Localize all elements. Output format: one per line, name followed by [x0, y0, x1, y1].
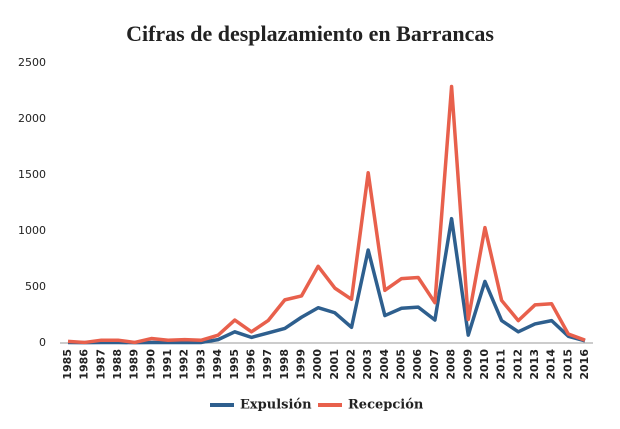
chart-title: Cifras de desplazamiento en Barrancas — [126, 21, 494, 46]
y-tick-label: 0 — [39, 336, 46, 349]
series-line — [67, 216, 586, 345]
x-tick-label: 2001 — [328, 349, 341, 380]
legend-label: Expulsión — [240, 398, 312, 413]
x-tick-label: 2013 — [528, 349, 541, 380]
y-tick-label: 2000 — [18, 112, 46, 125]
x-tick-label: 1986 — [78, 349, 91, 380]
x-tick-label: 2011 — [495, 349, 508, 380]
x-tick-label: 1999 — [294, 349, 307, 380]
x-tick-label: 1991 — [161, 349, 174, 380]
y-tick-label: 500 — [25, 280, 46, 293]
x-tick-label: 1985 — [61, 349, 74, 380]
x-tick-label: 2002 — [345, 349, 358, 380]
legend-label: Recepción — [348, 398, 424, 413]
x-tick-label: 1996 — [244, 349, 257, 380]
x-tick-label: 1992 — [178, 349, 191, 380]
x-tick-label: 2004 — [378, 349, 391, 380]
series-line — [67, 84, 586, 345]
x-tick-label: 2014 — [545, 349, 558, 380]
x-tick-label: 1990 — [144, 349, 157, 380]
x-tick-label: 2008 — [445, 349, 458, 380]
x-tick-label: 2012 — [511, 349, 524, 380]
x-tick-label: 2005 — [395, 349, 408, 380]
y-tick-label: 1000 — [18, 224, 46, 237]
x-tick-label: 1997 — [261, 349, 274, 380]
x-tick-label: 2000 — [311, 349, 324, 380]
x-tick-label: 2007 — [428, 349, 441, 380]
x-tick-label: 1995 — [228, 349, 241, 380]
x-tick-label: 1987 — [94, 349, 107, 380]
y-tick-label: 1500 — [18, 168, 46, 181]
x-tick-label: 1989 — [128, 349, 141, 380]
x-tick-label: 2009 — [461, 349, 474, 380]
x-tick-label: 2003 — [361, 349, 374, 380]
x-tick-label: 1993 — [194, 349, 207, 380]
x-tick-label: 2010 — [478, 349, 491, 380]
x-tick-label: 1998 — [278, 349, 291, 380]
y-tick-label: 2500 — [18, 56, 46, 69]
x-tick-label: 2016 — [578, 349, 591, 380]
x-tick-label: 2015 — [561, 349, 574, 380]
x-tick-label: 1994 — [211, 349, 224, 380]
x-tick-label: 1988 — [111, 349, 124, 380]
x-tick-label: 2006 — [411, 349, 424, 380]
